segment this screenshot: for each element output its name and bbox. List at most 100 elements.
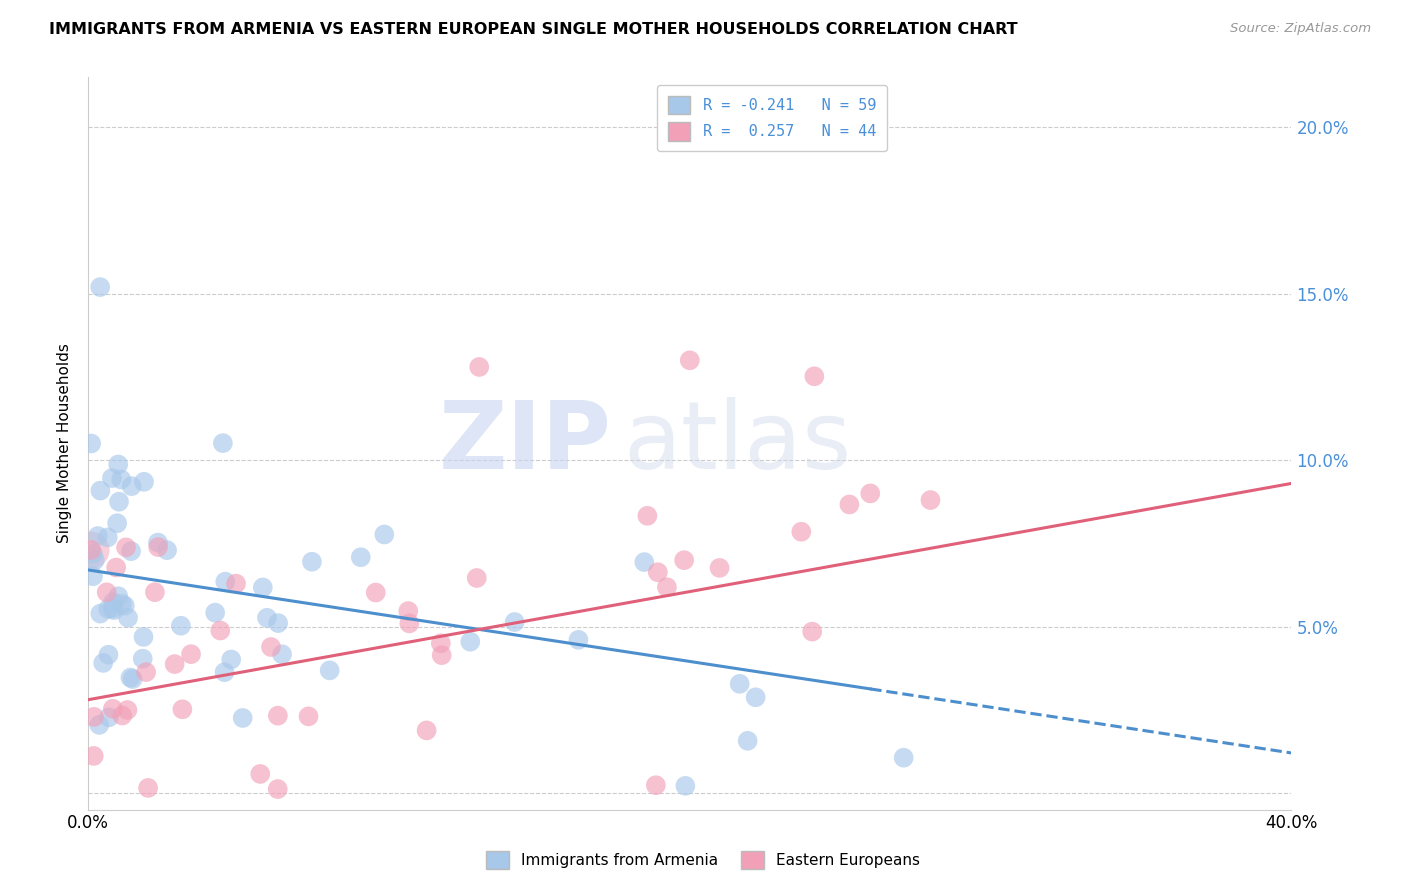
Point xyxy=(430,636,453,650)
Point xyxy=(644,778,666,792)
Point xyxy=(252,581,274,595)
Point xyxy=(121,672,143,686)
Point xyxy=(105,516,128,531)
Point xyxy=(256,611,278,625)
Point xyxy=(107,589,129,603)
Point xyxy=(790,524,813,539)
Point xyxy=(117,611,139,625)
Point xyxy=(709,561,731,575)
Point xyxy=(97,648,120,662)
Point xyxy=(83,748,105,763)
Point xyxy=(468,359,491,374)
Point xyxy=(135,665,157,679)
Point xyxy=(143,585,166,599)
Point xyxy=(91,656,114,670)
Point xyxy=(120,671,142,685)
Point xyxy=(101,471,124,485)
Point xyxy=(679,353,702,368)
Point xyxy=(83,710,105,724)
Point xyxy=(101,595,124,609)
Point xyxy=(373,527,395,541)
Point xyxy=(859,486,882,500)
Point xyxy=(209,624,232,638)
Point xyxy=(170,619,193,633)
Point xyxy=(647,566,669,580)
Point xyxy=(214,665,236,680)
Point xyxy=(415,723,437,738)
Point xyxy=(219,652,242,666)
Point xyxy=(108,494,131,508)
Point xyxy=(728,677,751,691)
Point xyxy=(271,647,294,661)
Point xyxy=(350,550,373,565)
Point xyxy=(430,648,453,662)
Point xyxy=(503,615,526,629)
Point xyxy=(249,767,271,781)
Point xyxy=(267,782,290,797)
Point xyxy=(89,280,111,294)
Point xyxy=(132,630,155,644)
Point xyxy=(111,597,134,611)
Point xyxy=(655,580,678,594)
Point xyxy=(163,657,186,671)
Point xyxy=(82,547,104,561)
Point xyxy=(83,553,105,567)
Point xyxy=(97,530,120,544)
Text: ZIP: ZIP xyxy=(439,398,612,490)
Y-axis label: Single Mother Households: Single Mother Households xyxy=(58,343,72,543)
Text: IMMIGRANTS FROM ARMENIA VS EASTERN EUROPEAN SINGLE MOTHER HOUSEHOLDS CORRELATION: IMMIGRANTS FROM ARMENIA VS EASTERN EUROP… xyxy=(49,22,1018,37)
Point xyxy=(156,543,179,558)
Point xyxy=(146,540,169,554)
Legend: Immigrants from Armenia, Eastern Europeans: Immigrants from Armenia, Eastern Europea… xyxy=(479,845,927,875)
Point xyxy=(103,603,125,617)
Point xyxy=(80,436,103,450)
Point xyxy=(111,708,134,723)
Point xyxy=(636,508,658,523)
Point xyxy=(107,458,129,472)
Point xyxy=(117,703,139,717)
Point xyxy=(89,607,111,621)
Point xyxy=(737,734,759,748)
Legend: R = -0.241   N = 59, R =  0.257   N = 44: R = -0.241 N = 59, R = 0.257 N = 44 xyxy=(657,85,887,152)
Point xyxy=(146,535,169,549)
Point xyxy=(744,690,766,705)
Point xyxy=(89,718,111,732)
Point xyxy=(673,553,696,567)
Point xyxy=(136,780,159,795)
Point xyxy=(101,702,124,716)
Point xyxy=(214,574,236,589)
Text: atlas: atlas xyxy=(624,398,852,490)
Point xyxy=(398,616,420,631)
Point xyxy=(465,571,488,585)
Point xyxy=(318,664,340,678)
Point xyxy=(225,576,247,591)
Point xyxy=(458,634,481,648)
Point xyxy=(89,483,111,498)
Point xyxy=(920,493,942,508)
Point xyxy=(120,544,142,558)
Point xyxy=(893,750,915,764)
Point xyxy=(801,624,824,639)
Point xyxy=(101,601,124,615)
Point xyxy=(212,436,235,450)
Point xyxy=(105,560,128,574)
Point xyxy=(121,479,143,493)
Point xyxy=(838,498,860,512)
Point xyxy=(396,604,419,618)
Point xyxy=(364,585,387,599)
Point xyxy=(110,472,132,486)
Point xyxy=(267,708,290,723)
Point xyxy=(87,529,110,543)
Point xyxy=(260,640,283,654)
Point xyxy=(567,632,589,647)
Text: Source: ZipAtlas.com: Source: ZipAtlas.com xyxy=(1230,22,1371,36)
Point xyxy=(132,651,155,665)
Point xyxy=(297,709,319,723)
Point xyxy=(97,710,120,724)
Point xyxy=(132,475,155,489)
Point xyxy=(114,599,136,613)
Point xyxy=(232,711,254,725)
Point xyxy=(97,602,120,616)
Point xyxy=(80,543,103,558)
Point xyxy=(80,543,103,558)
